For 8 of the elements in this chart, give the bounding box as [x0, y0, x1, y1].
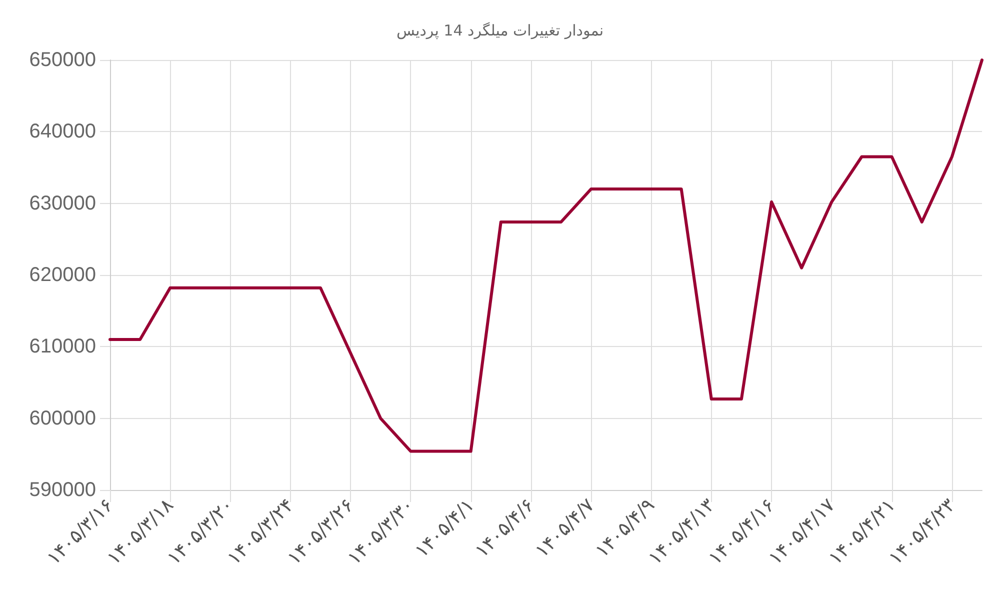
y-tick-label: 610000	[29, 336, 96, 358]
y-tick-label: 650000	[29, 49, 96, 71]
y-tick-label: 600000	[29, 407, 96, 430]
y-tick-label: 620000	[29, 264, 96, 286]
chart-title: نمودار تغییرات میلگرد 14 پردیس	[396, 22, 604, 40]
y-tick-label: 590000	[29, 479, 96, 501]
y-tick-label: 630000	[29, 192, 96, 214]
y-tick-label: 640000	[29, 120, 96, 143]
